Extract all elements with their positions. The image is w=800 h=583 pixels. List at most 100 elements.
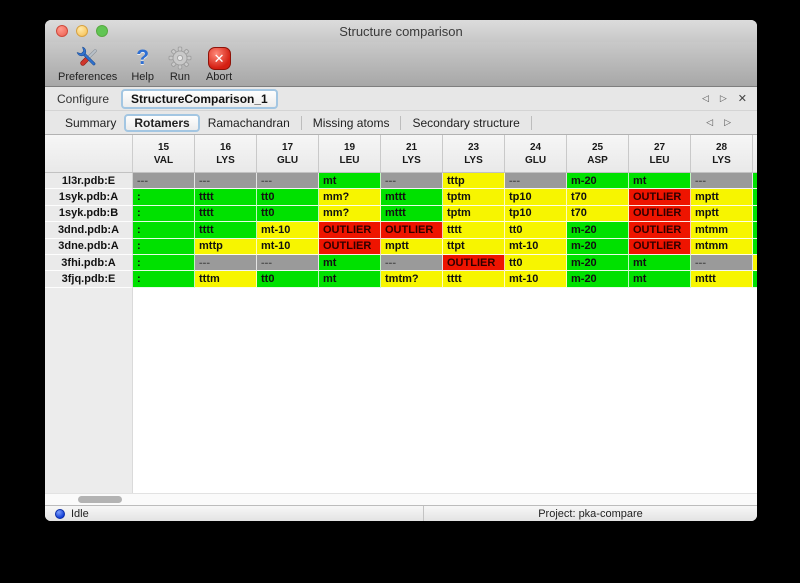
rotamer-cell[interactable]: m-20 [567, 254, 629, 272]
rotamer-cell[interactable]: --- [691, 254, 753, 272]
rotamer-cell[interactable]: tttt [195, 222, 257, 239]
rotamer-cell[interactable]: tt0 [257, 205, 319, 223]
column-header-19[interactable]: 19 LEU [319, 135, 381, 172]
rotamer-cell[interactable]: mttt [381, 189, 443, 206]
row-label[interactable]: 3fjq.pdb:E [45, 271, 133, 288]
rotamer-cell[interactable]: --- [257, 173, 319, 190]
rotamer-cell[interactable]: : [133, 205, 195, 223]
rotamer-cell[interactable]: mt-10 [505, 238, 567, 255]
row-label[interactable]: 1syk.pdb:B [45, 205, 133, 223]
rotamer-cell[interactable]: : [133, 222, 195, 239]
rotamer-cell[interactable]: tttm [195, 271, 257, 288]
rotamer-cell[interactable]: mm? [319, 189, 381, 206]
column-header-16[interactable]: 16 LYS [195, 135, 257, 172]
next-tab-arrow-icon[interactable]: ▷ [724, 117, 731, 127]
tab-summary[interactable]: Summary [65, 115, 117, 130]
rotamer-cell[interactable]: tttt [195, 189, 257, 206]
rotamer-cell[interactable]: mt [319, 254, 381, 272]
rotamer-cell[interactable]: mptt [381, 238, 443, 255]
rotamer-cell[interactable]: --- [505, 173, 567, 190]
rotamer-cell[interactable]: mt [629, 173, 691, 190]
tab-ramachandran[interactable]: Ramachandran [207, 115, 290, 130]
rotamer-cell[interactable]: tptm [443, 205, 505, 223]
rotamer-cell[interactable]: OUTLIER [629, 205, 691, 223]
rotamer-cell[interactable]: --- [133, 173, 195, 190]
rotamer-cell[interactable]: mt [319, 271, 381, 288]
rotamer-cell[interactable]: OUTLIER [629, 222, 691, 239]
rotamer-cell[interactable]: tt0 [257, 271, 319, 288]
prev-doc-arrow-icon[interactable]: ◁ [701, 93, 709, 103]
close-doc-icon[interactable]: ✕ [737, 93, 747, 105]
rotamer-cell[interactable]: mt-10 [505, 271, 567, 288]
row-label[interactable]: 1l3r.pdb:E [45, 173, 133, 190]
run-button[interactable]: Run [163, 45, 197, 83]
title-bar[interactable]: Structure comparison [45, 20, 757, 42]
rotamer-cell[interactable]: --- [691, 173, 753, 190]
rotamer-cell[interactable]: : [133, 254, 195, 272]
rotamer-cell[interactable]: tp10 [505, 189, 567, 206]
doc-tab-structurecomparison-1[interactable]: StructureComparison_1 [121, 88, 278, 109]
row-label[interactable]: 3dne.pdb:A [45, 238, 133, 255]
rotamer-cell[interactable]: --- [381, 173, 443, 190]
rotamer-cell[interactable]: mm? [319, 205, 381, 223]
rotamer-cell[interactable]: tptm [443, 189, 505, 206]
rotamer-cell[interactable]: --- [257, 254, 319, 272]
row-label[interactable]: 3dnd.pdb:A [45, 222, 133, 239]
rotamer-cell[interactable]: tt0 [257, 189, 319, 206]
rotamer-cell[interactable]: ttpt [443, 238, 505, 255]
rotamer-cell[interactable]: OUTLIER [629, 238, 691, 255]
rotamer-cell[interactable]: OUTLIER [443, 254, 505, 272]
rotamer-cell[interactable]: t70 [567, 189, 629, 206]
row-label[interactable]: 3fhi.pdb:A [45, 254, 133, 272]
column-header-27[interactable]: 27 LEU [629, 135, 691, 172]
rotamer-cell[interactable]: mptt [691, 189, 753, 206]
tab-missing-atoms[interactable]: Missing atoms [312, 115, 390, 130]
column-header-25[interactable]: 25 ASP [567, 135, 629, 172]
preferences-button[interactable]: Preferences [53, 45, 122, 83]
rotamer-cell[interactable]: OUTLIER [381, 222, 443, 239]
rotamer-cell[interactable]: tt0 [505, 222, 567, 239]
column-header-24[interactable]: 24 GLU [505, 135, 567, 172]
minimize-window-button[interactable] [76, 25, 88, 37]
rotamer-cell[interactable]: tttt [195, 205, 257, 223]
rotamer-cell[interactable]: mttt [691, 271, 753, 288]
rotamer-cell[interactable]: tt0 [505, 254, 567, 272]
rotamer-cell[interactable]: m-20 [567, 173, 629, 190]
rotamer-cell[interactable]: mt-10 [257, 222, 319, 239]
close-window-button[interactable] [56, 25, 68, 37]
rotamer-cell[interactable]: m-20 [567, 222, 629, 239]
rotamer-cell[interactable]: mt [629, 254, 691, 272]
rotamer-cell[interactable]: mptt [691, 205, 753, 223]
rotamer-cell[interactable]: tttt [443, 222, 505, 239]
rotamer-cell[interactable]: : [133, 271, 195, 288]
tab-rotamers[interactable]: Rotamers [124, 113, 200, 132]
column-header-28[interactable]: 28 LYS [691, 135, 753, 172]
help-button[interactable]: ? Help [126, 45, 159, 84]
column-header-21[interactable]: 21 LYS [381, 135, 443, 172]
rotamer-cell[interactable]: tttp [443, 173, 505, 190]
rotamer-cell[interactable]: m-20 [567, 238, 629, 255]
rotamer-cell[interactable]: tmtm? [381, 271, 443, 288]
rotamer-cell[interactable]: mt-10 [257, 238, 319, 255]
rotamer-cell[interactable]: tttt [443, 271, 505, 288]
rotamer-cell[interactable]: mtmm [691, 238, 753, 255]
rotamer-cell[interactable]: t70 [567, 205, 629, 223]
row-label[interactable]: 1syk.pdb:A [45, 189, 133, 206]
column-header-15[interactable]: 15 VAL [133, 135, 195, 172]
tab-secondary-structure[interactable]: Secondary structure [412, 115, 520, 130]
rotamer-cell[interactable]: mt [319, 173, 381, 190]
rotamer-cell[interactable]: OUTLIER [319, 222, 381, 239]
zoom-window-button[interactable] [96, 25, 108, 37]
column-header-23[interactable]: 23 LYS [443, 135, 505, 172]
rotamer-cell[interactable]: mttt [381, 205, 443, 223]
rotamer-cell[interactable]: : [133, 189, 195, 206]
rotamer-cell[interactable]: --- [195, 173, 257, 190]
prev-tab-arrow-icon[interactable]: ◁ [706, 117, 714, 127]
horizontal-scrollbar[interactable] [45, 493, 757, 505]
rotamer-cell[interactable]: --- [195, 254, 257, 272]
rotamer-cell[interactable]: mtmm [691, 222, 753, 239]
rotamer-cell[interactable]: : [133, 238, 195, 255]
rotamer-cell[interactable]: OUTLIER [319, 238, 381, 255]
rotamer-cell[interactable]: m-20 [567, 271, 629, 288]
rotamer-cell[interactable]: mttp [195, 238, 257, 255]
